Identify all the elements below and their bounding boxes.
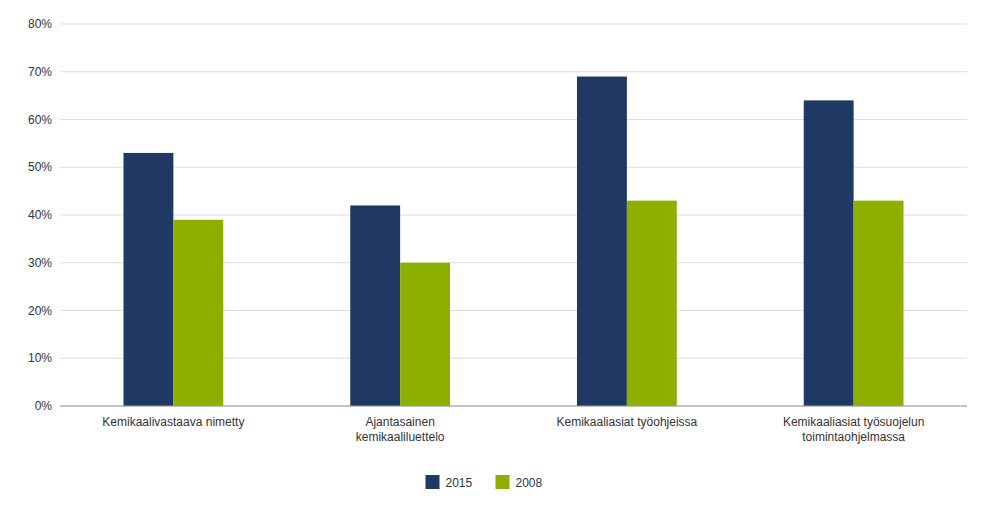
x-axis: Kemikaalivastaava nimetty Ajantasainenkem… xyxy=(102,415,924,444)
x-tick-label-line: kemikaaliluettelo xyxy=(356,430,445,444)
y-tick-label: 0% xyxy=(35,399,53,413)
bar xyxy=(400,263,450,406)
y-tick-label: 50% xyxy=(28,160,52,174)
legend-label: 2008 xyxy=(516,476,543,490)
chart-svg: 0% 10% 20% 30% 40% 50% 60% 70% 80% Kemikaalivasta… xyxy=(0,0,991,516)
legend: 2015 2008 xyxy=(426,475,543,490)
y-tick-label: 20% xyxy=(28,304,52,318)
grid-line xyxy=(60,24,967,25)
y-tick-label: 10% xyxy=(28,351,52,365)
legend-label: 2015 xyxy=(446,476,473,490)
bar xyxy=(577,77,627,406)
chart-container: 0% 10% 20% 30% 40% 50% 60% 70% 80% Kemikaalivasta… xyxy=(0,0,991,516)
x-tick-label: Ajantasainenkemikaaliluettelo xyxy=(356,415,445,444)
y-tick-label: 30% xyxy=(28,256,52,270)
bar xyxy=(804,100,854,406)
x-tick-label: Kemikaaliasiat työohjeissa xyxy=(557,415,698,429)
bars xyxy=(123,77,903,406)
x-tick-label: Kemikaaliasiat työsuojeluntoimintaohjelm… xyxy=(783,415,924,444)
y-tick-label: 40% xyxy=(28,208,52,222)
legend-swatch xyxy=(426,475,440,489)
y-axis: 0% 10% 20% 30% 40% 50% 60% 70% 80% xyxy=(28,17,967,413)
legend-swatch xyxy=(496,475,510,489)
bar xyxy=(627,201,677,406)
x-axis-line xyxy=(60,406,967,407)
x-tick-label-line: Ajantasainen xyxy=(365,415,434,429)
y-tick-label: 70% xyxy=(28,65,52,79)
bar xyxy=(173,220,223,406)
grid-line xyxy=(60,406,967,407)
x-tick-label: Kemikaalivastaava nimetty xyxy=(102,415,244,429)
bar xyxy=(123,153,173,406)
x-tick-label-line: toimintaohjelmassa xyxy=(802,430,905,444)
x-tick-label-line: Kemikaaliasiat työsuojelun xyxy=(783,415,924,429)
y-tick-label: 80% xyxy=(28,17,52,31)
bar xyxy=(854,201,904,406)
bar xyxy=(350,205,400,406)
grid-line xyxy=(60,71,967,72)
x-tick-label-line: Kemikaaliasiat työohjeissa xyxy=(557,415,698,429)
x-tick-label-line: Kemikaalivastaava nimetty xyxy=(102,415,244,429)
y-tick-label: 60% xyxy=(28,113,52,127)
